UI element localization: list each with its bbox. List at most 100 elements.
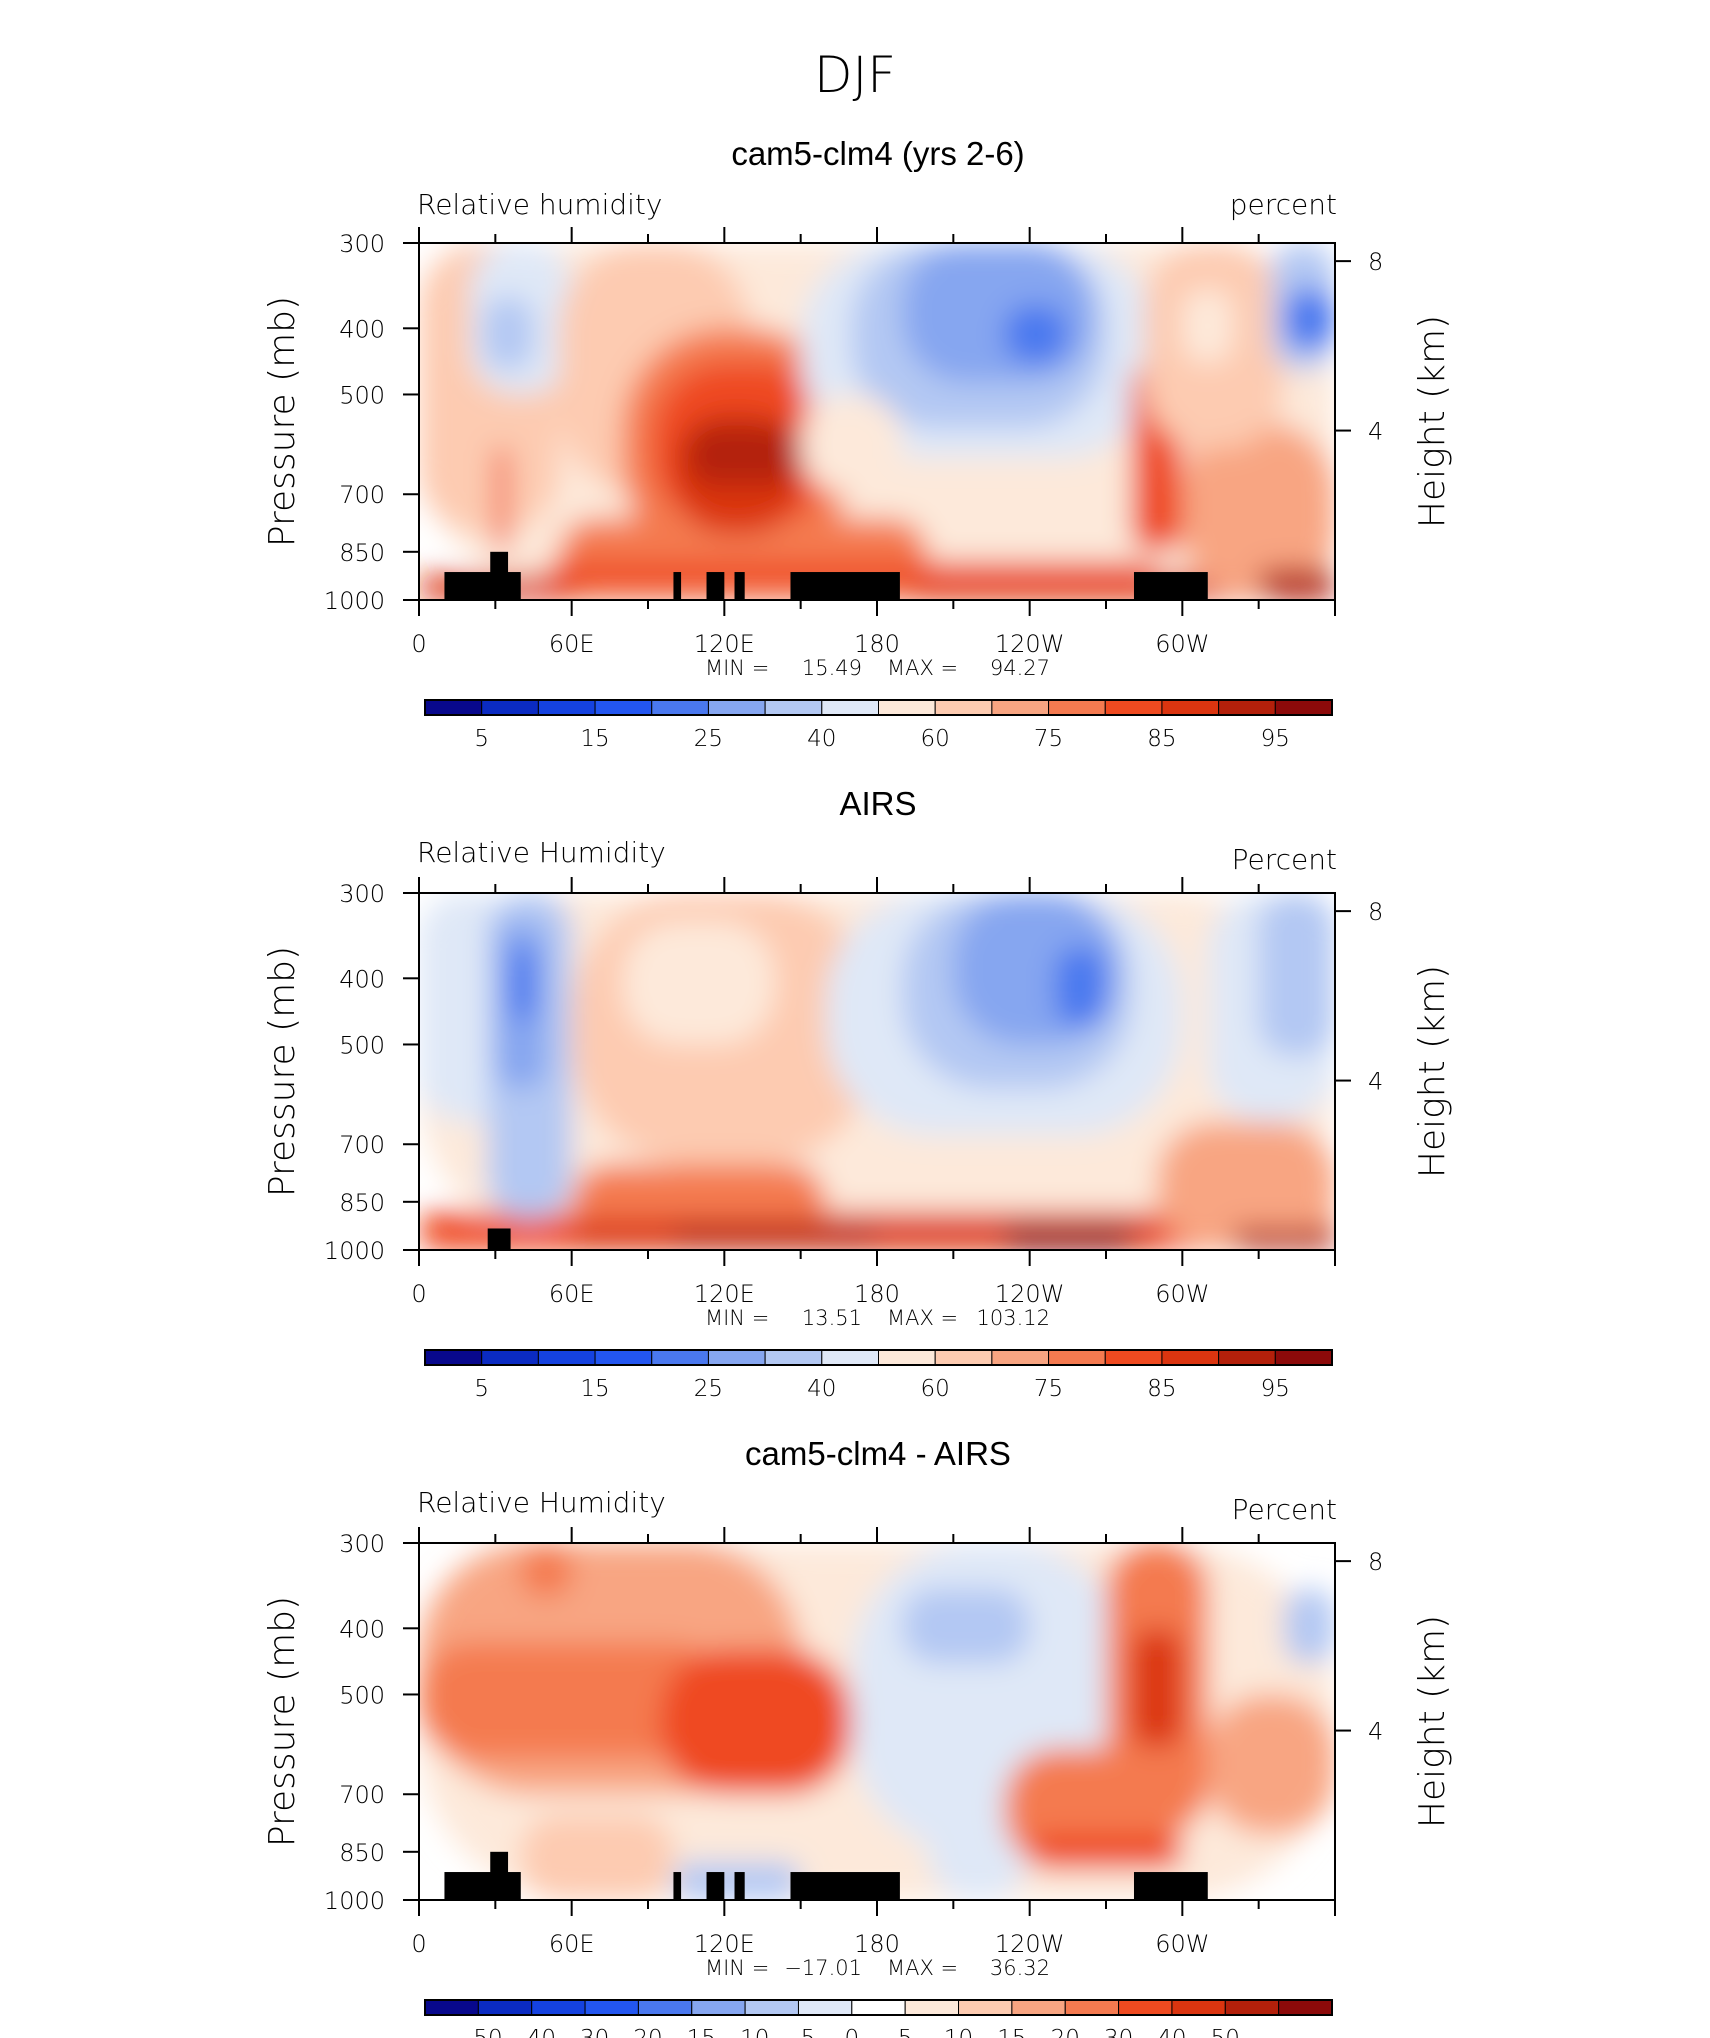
colorbar-swatch bbox=[594, 1349, 653, 1366]
colorbar-label: 20 bbox=[1051, 2026, 1080, 2038]
colorbar-label: 85 bbox=[1147, 1376, 1176, 1402]
x-tick-label: 180 bbox=[854, 1280, 900, 1308]
max-label: MAX = bbox=[887, 1306, 958, 1330]
figure-title: DJF bbox=[814, 46, 896, 104]
y-tick-label: 500 bbox=[339, 1031, 385, 1059]
max-value: 36.32 bbox=[990, 1956, 1050, 1980]
max-label: MAX = bbox=[887, 1956, 958, 1980]
x-tick-label: 180 bbox=[854, 630, 900, 658]
contour-field bbox=[419, 1543, 1335, 1900]
colorbar-swatch bbox=[584, 1999, 639, 2016]
y-tick-label: 850 bbox=[339, 539, 385, 567]
contour-region bbox=[1004, 305, 1068, 364]
panel-title: cam5-clm4 (yrs 2-6) bbox=[731, 135, 1024, 172]
contour-region bbox=[520, 1543, 572, 1598]
colorbar-label: 40 bbox=[807, 1376, 836, 1402]
y-tick-label: 1000 bbox=[324, 587, 385, 615]
x-tick-label: 60E bbox=[549, 1280, 595, 1308]
topography-block bbox=[673, 1872, 682, 1900]
colorbar-label: 5 bbox=[898, 2026, 913, 2038]
y2-tick-label: 8 bbox=[1368, 248, 1383, 276]
colorbar-label: 75 bbox=[1034, 726, 1063, 752]
colorbar-swatch bbox=[1218, 1349, 1276, 1366]
contour-region bbox=[1182, 288, 1234, 364]
colorbar-label: 5 bbox=[474, 1376, 489, 1402]
chart-panel-3: cam5-clm4 - AIRS Relative Humidity Percent… bbox=[262, 1435, 1453, 2038]
colorbar-swatch bbox=[424, 1999, 479, 2016]
colorbar: −50−40−30−20−15−10−505101520304050 bbox=[424, 1999, 1333, 2038]
colorbar-swatch bbox=[1118, 1999, 1173, 2016]
colorbar-label: 30 bbox=[1104, 2026, 1133, 2038]
colorbar-swatch bbox=[707, 1349, 766, 1366]
colorbar-swatch bbox=[821, 1349, 879, 1366]
topography-block bbox=[790, 1872, 900, 1900]
colorbar-swatch bbox=[797, 1999, 853, 2016]
colorbar-label: 75 bbox=[1034, 1376, 1063, 1402]
x-tick-label: 180 bbox=[854, 1930, 900, 1958]
contour-region bbox=[1029, 1833, 1183, 1869]
contour-region bbox=[1156, 1122, 1335, 1250]
field-label: Relative Humidity bbox=[417, 836, 666, 869]
y-axis-label: Pressure (mb) bbox=[262, 946, 303, 1197]
contour-region bbox=[1055, 947, 1106, 1027]
colorbar-swatch bbox=[481, 1349, 539, 1366]
contour-region bbox=[927, 1794, 1030, 1900]
contour-fills bbox=[419, 893, 1335, 1250]
y-tick-label: 300 bbox=[339, 880, 385, 908]
y2-tick-label: 8 bbox=[1368, 898, 1383, 926]
min-value: −17.01 bbox=[784, 1956, 862, 1980]
min-label: MIN = bbox=[705, 1956, 769, 1980]
colorbar-swatch bbox=[1274, 699, 1333, 716]
colorbar-swatch bbox=[821, 699, 879, 716]
colorbar-swatch bbox=[537, 1349, 596, 1366]
contour-region bbox=[482, 297, 534, 370]
y-axis-label: Pressure (mb) bbox=[262, 296, 303, 547]
topography-block bbox=[444, 1872, 521, 1900]
units-label: Percent bbox=[1232, 843, 1337, 876]
colorbar-label: 10 bbox=[944, 2026, 973, 2038]
y2-tick-label: 4 bbox=[1368, 1068, 1383, 1096]
contour-fills bbox=[419, 243, 1335, 600]
colorbar-swatch bbox=[764, 1349, 823, 1366]
y2-axis-label: Height (km) bbox=[1412, 1615, 1453, 1828]
colorbar-label: 15 bbox=[580, 1376, 609, 1402]
y2-axis-label: Height (km) bbox=[1412, 315, 1453, 528]
contour-region bbox=[510, 947, 537, 1020]
contour-region bbox=[1182, 422, 1335, 600]
colorbar-swatch bbox=[934, 1349, 993, 1366]
y-tick-label: 700 bbox=[339, 1781, 385, 1809]
x-tick-label: 0 bbox=[411, 630, 426, 658]
colorbar-swatch bbox=[1218, 699, 1276, 716]
topography-block bbox=[706, 572, 725, 600]
y-axis-label: Pressure (mb) bbox=[262, 1596, 303, 1847]
colorbar-swatch bbox=[594, 699, 653, 716]
colorbar-label: 40 bbox=[1157, 2026, 1186, 2038]
colorbar-swatch bbox=[637, 1999, 693, 2016]
x-tick-label: 120E bbox=[694, 630, 755, 658]
colorbar-label: 60 bbox=[921, 1376, 950, 1402]
y2-tick-label: 4 bbox=[1368, 1718, 1383, 1746]
colorbar-swatch bbox=[651, 1349, 709, 1366]
y-tick-label: 1000 bbox=[324, 1237, 385, 1265]
panel-title: AIRS bbox=[839, 785, 916, 822]
contour-region bbox=[673, 1225, 877, 1245]
contour-region bbox=[724, 422, 801, 486]
x-tick-label: 60E bbox=[549, 630, 595, 658]
max-label: MAX = bbox=[887, 656, 958, 680]
colorbar-swatch bbox=[1171, 1999, 1226, 2016]
x-tick-label: 60E bbox=[549, 1930, 595, 1958]
max-value: 103.12 bbox=[977, 1306, 1050, 1330]
colorbar-label: 40 bbox=[807, 726, 836, 752]
colorbar-swatch bbox=[477, 1999, 533, 2016]
colorbar-label: −30 bbox=[561, 2026, 610, 2038]
contour-field bbox=[419, 893, 1335, 1250]
contour-region bbox=[622, 921, 776, 1045]
units-label: Percent bbox=[1232, 1493, 1337, 1526]
contour-region bbox=[1233, 1228, 1335, 1250]
topography-block bbox=[487, 1228, 511, 1250]
colorbar-swatch bbox=[744, 1999, 799, 2016]
colorbar-swatch bbox=[764, 699, 823, 716]
colorbar-label: −40 bbox=[507, 2026, 556, 2038]
contour-region bbox=[1131, 1628, 1183, 1749]
y-tick-label: 850 bbox=[339, 1189, 385, 1217]
